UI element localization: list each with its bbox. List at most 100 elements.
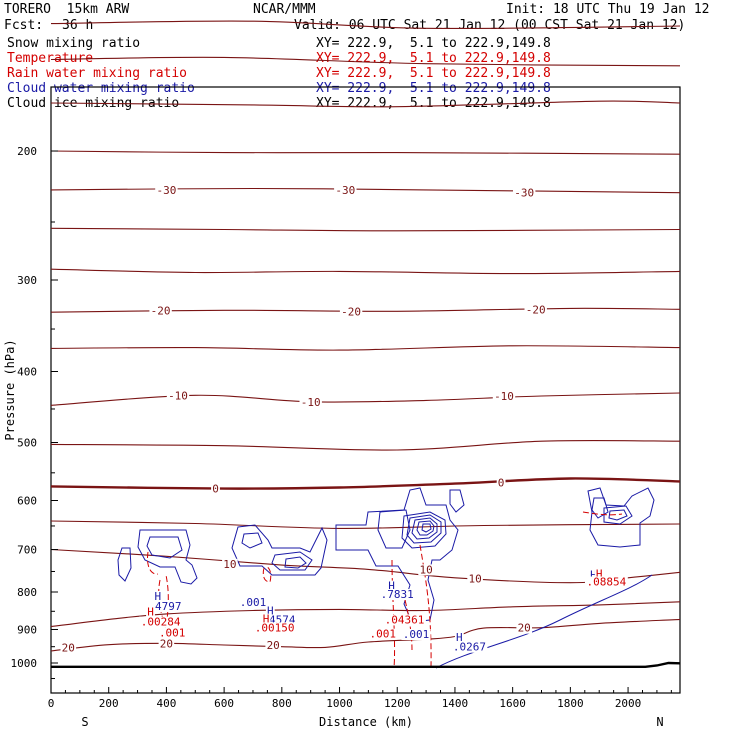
- temperature-contour-label: -20: [151, 304, 171, 317]
- temperature-contour-label-mask: [339, 306, 363, 318]
- cloud-water-contour: [335, 487, 459, 623]
- temperature-contour-label: -30: [514, 187, 534, 200]
- rain-water-label-mask: [368, 628, 398, 640]
- temperature-contour-label-mask: [516, 622, 532, 634]
- x-tick-label: 400: [156, 697, 176, 710]
- y-tick-label: 600: [17, 494, 37, 507]
- cloud-water-contour: [241, 532, 263, 549]
- x-tick-label: 1600: [499, 697, 526, 710]
- cloud-water-contour: [435, 574, 653, 669]
- temperature-contour-label: 20: [160, 637, 173, 650]
- temperature-contour-label-mask: [467, 573, 483, 585]
- cloud-water-label: H: [154, 590, 161, 603]
- temperature-contour-label: -10: [494, 390, 514, 403]
- y-tick-label: 200: [17, 145, 37, 158]
- rain-water-label-mask: [594, 568, 604, 580]
- temperature-contour-label-mask: [334, 184, 357, 196]
- cloud-water-contour: [608, 509, 628, 521]
- rain-water-label: .001: [159, 627, 186, 640]
- cloud-water-label-mask: [589, 569, 598, 581]
- center-title: NCAR/MMM: [253, 2, 316, 17]
- cloud-water-contour: [231, 524, 328, 576]
- x-tick-label: 200: [99, 697, 119, 710]
- rain-water-label-mask: [585, 576, 628, 588]
- cloud-water-label-mask: [260, 614, 297, 626]
- temperature-contour-label-mask: [211, 483, 220, 495]
- temperature-contour-label-mask: [492, 391, 516, 402]
- x-tick-label: 1000: [326, 697, 353, 710]
- temperature-contour: [50, 345, 681, 351]
- temperature-contour-label: 20: [267, 639, 280, 652]
- y-tick-label: 1000: [11, 657, 38, 670]
- field-temperature-name: Temperature: [7, 51, 94, 66]
- temperature-contour-label-mask: [418, 564, 434, 576]
- x-tick-label: 800: [272, 697, 292, 710]
- forecast-hour: 36 h: [62, 18, 94, 33]
- cloud-water-contour: [284, 556, 307, 569]
- rain-water-label-mask: [253, 622, 296, 634]
- temperature-contour-label: -30: [156, 184, 176, 197]
- temperature-contour: [50, 477, 681, 490]
- cloud-water-contour: [603, 505, 633, 525]
- rain-water-contour: [582, 511, 623, 516]
- contour-labels: -30 -30 -30 -20 -20 -20 -10 -10 -10 0 0 10 10 10 20 20 2…: [60, 184, 628, 655]
- field-cloud-water-xy: XY= 222.9, 5.1 to 222.9,149.8: [316, 81, 551, 96]
- x-tick-label: 1400: [442, 697, 469, 710]
- cloud-water-contour: [117, 547, 132, 582]
- terrain-surface: [51, 661, 681, 668]
- field-rain-xy: XY= 222.9, 5.1 to 222.9,149.8: [316, 66, 551, 81]
- rain-water-label: H: [263, 613, 270, 626]
- north-marker: N: [656, 715, 663, 729]
- x-tick-label: 600: [214, 697, 234, 710]
- cloud-water-label: .4797: [148, 600, 181, 613]
- temperature-contour-label: 10: [223, 558, 236, 571]
- cloud-water-contour: [416, 520, 435, 536]
- rain-water-contour: [147, 551, 159, 575]
- cloud-water-contour: [406, 514, 442, 544]
- cloud-water-label: .001: [240, 596, 267, 609]
- axes: 0 200 400 600 800 1000 1200 1400 1600 1800 2000200…: [11, 145, 672, 710]
- rain-water-label: .04361: [385, 613, 425, 626]
- temperature-contour-label-mask: [222, 558, 238, 570]
- temperature-contour: [50, 150, 681, 155]
- cloud-water-label: H: [456, 631, 463, 644]
- cloud-water-label: H: [590, 568, 597, 581]
- y-axis-label: Pressure (hPa): [3, 339, 17, 440]
- temperature-contour-label-mask: [166, 390, 190, 402]
- temperature-contour-label-mask: [158, 638, 175, 650]
- temperature-contour: [50, 307, 681, 313]
- x-tick-label: 0: [48, 697, 55, 710]
- temperature-contour-label-mask: [155, 184, 178, 196]
- temperature-contour-label-mask: [299, 396, 322, 408]
- cloud-water-label: H: [267, 605, 274, 618]
- temperature-contour-label: 0: [498, 477, 505, 490]
- rain-water-label-mask: [157, 627, 187, 639]
- cloud-water-contour: [421, 523, 432, 533]
- x-tick-label: 1800: [557, 697, 584, 710]
- temperature-contour: [50, 100, 681, 108]
- temperature-contour: [50, 520, 681, 529]
- cloud-water-label: .001: [403, 628, 430, 641]
- cloud-water-label-mask: [454, 632, 464, 644]
- rain-water-label: .00150: [255, 621, 295, 634]
- cloud-water-label-mask: [387, 580, 396, 592]
- cloud-water-label-mask: [401, 629, 431, 640]
- field-rain-name: Rain water mixing ratio: [7, 66, 188, 81]
- temperature-contour-label: -10: [301, 396, 321, 409]
- field-snow-name: Snow mixing ratio: [7, 36, 141, 51]
- temperature-contour-label-mask: [265, 640, 281, 651]
- rain-water-contour: [262, 565, 272, 583]
- field-cloud-water-name: Cloud water mixing ratio: [7, 81, 195, 96]
- cloud-water-contour: [146, 536, 183, 559]
- cloud-water-contour: [449, 489, 465, 513]
- cloud-water-label-mask: [147, 601, 183, 612]
- rain-water-label: .00284: [141, 616, 181, 629]
- temperature-contour-label: -10: [168, 389, 188, 402]
- temperature-contour-label-mask: [524, 304, 547, 316]
- cloud-water-label-mask: [379, 589, 416, 600]
- temperature-contour-label-mask: [60, 642, 77, 654]
- temperature-contour: [50, 187, 681, 194]
- temperature-contour: [50, 268, 681, 275]
- temperature-contour-label-mask: [496, 477, 506, 489]
